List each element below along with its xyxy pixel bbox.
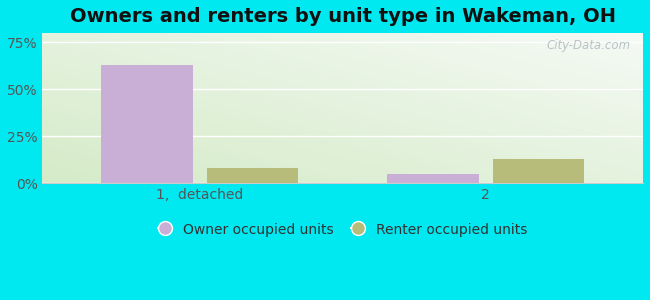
Bar bbox=[493, 159, 584, 183]
Legend: Owner occupied units, Renter occupied units: Owner occupied units, Renter occupied un… bbox=[153, 218, 532, 242]
Text: City-Data.com: City-Data.com bbox=[547, 39, 631, 52]
Bar bbox=[101, 65, 192, 183]
Title: Owners and renters by unit type in Wakeman, OH: Owners and renters by unit type in Wakem… bbox=[70, 7, 616, 26]
Bar bbox=[387, 174, 478, 183]
Bar bbox=[207, 168, 298, 183]
